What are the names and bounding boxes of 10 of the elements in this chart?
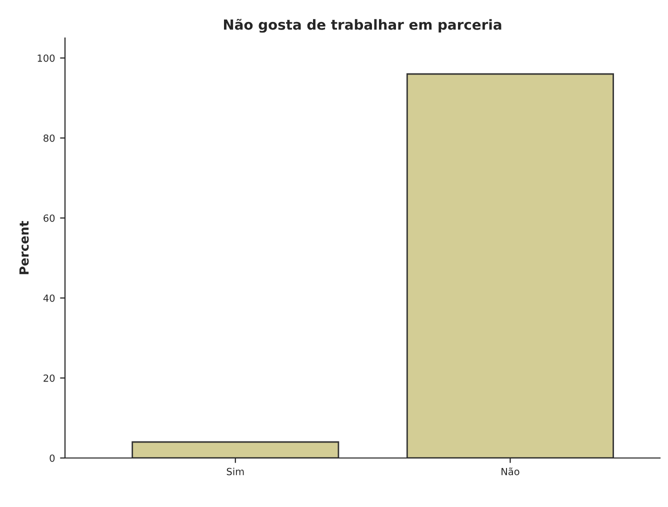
y-tick-label: 60 bbox=[44, 214, 55, 222]
y-tick-label: 100 bbox=[38, 54, 55, 62]
x-tick-label: Não bbox=[502, 468, 520, 476]
y-tick-label: 40 bbox=[43, 294, 55, 302]
y-tick-label: 80 bbox=[44, 134, 55, 142]
y-tick-label: 20 bbox=[44, 374, 55, 382]
y-tick-label: 0 bbox=[50, 454, 55, 462]
x-tick-label: Sim bbox=[226, 468, 244, 476]
chart-title: Não gosta de trabalhar em parceria bbox=[224, 18, 502, 33]
y-axis-title: Percent bbox=[19, 221, 29, 274]
